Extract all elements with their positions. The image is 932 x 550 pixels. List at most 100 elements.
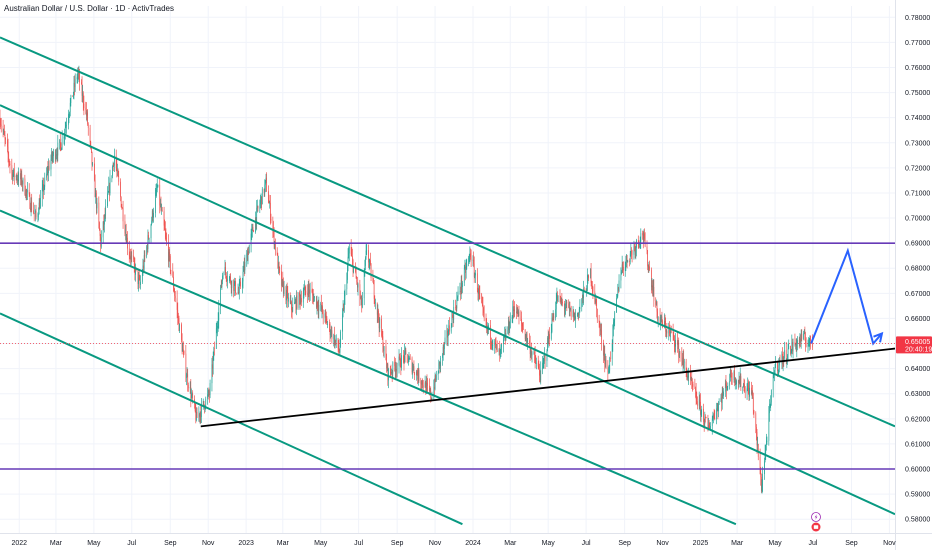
candle-body — [582, 295, 583, 300]
candle-body — [312, 295, 314, 302]
candle — [37, 212, 39, 223]
candle-body — [470, 256, 472, 261]
price-axis[interactable]: 0.780000.770000.760000.750000.740000.730… — [895, 0, 931, 550]
candle-body — [492, 345, 494, 346]
candle-body — [795, 343, 797, 349]
candle — [796, 338, 798, 358]
candle — [24, 174, 26, 196]
candle — [552, 310, 554, 321]
candle-body — [674, 343, 676, 347]
projection-path[interactable] — [810, 247, 883, 346]
candle — [107, 186, 108, 208]
candle — [694, 378, 696, 389]
candle-body — [196, 411, 197, 421]
candle-body — [251, 229, 253, 234]
candle-body — [289, 297, 291, 303]
candle-body — [396, 365, 398, 371]
candle-body — [456, 298, 458, 309]
candle-body — [668, 329, 670, 334]
candle — [217, 312, 219, 332]
candle-body — [596, 303, 598, 309]
price-tick-label: 0.62000 — [905, 416, 930, 423]
candle-body — [551, 317, 553, 332]
candle — [150, 223, 152, 244]
candle — [661, 311, 663, 327]
candle-body — [207, 391, 209, 395]
candle-body — [678, 352, 680, 357]
candle-body — [251, 227, 253, 230]
candle-body — [330, 330, 332, 335]
candle — [799, 333, 801, 347]
candle-body — [396, 368, 397, 371]
candle-body — [124, 221, 126, 234]
candle — [8, 151, 10, 168]
candle-body — [583, 288, 584, 298]
candle-body — [447, 334, 449, 338]
candle — [474, 272, 476, 279]
candle — [417, 363, 419, 386]
candle-body — [614, 312, 616, 321]
candle-body — [224, 267, 226, 275]
candle — [578, 312, 579, 321]
candle — [424, 375, 426, 388]
support-trendline[interactable] — [200, 347, 895, 428]
candle-body — [747, 385, 749, 389]
candle — [251, 223, 253, 241]
candle — [351, 247, 353, 257]
candle-body — [409, 358, 410, 359]
candle-body — [683, 357, 685, 363]
candle — [238, 286, 240, 295]
candle — [456, 291, 458, 312]
candle-body — [572, 310, 574, 317]
candle-body — [352, 256, 353, 260]
candle-body — [118, 176, 120, 182]
candle — [653, 279, 655, 307]
channel-line-1[interactable] — [0, 36, 895, 428]
candle — [209, 379, 211, 399]
candle-body — [477, 291, 479, 294]
candle — [677, 339, 679, 349]
candle — [107, 190, 109, 195]
candle-body — [435, 375, 437, 380]
candle — [721, 392, 722, 412]
candle — [30, 197, 32, 217]
candle — [683, 358, 685, 372]
candle-body — [575, 316, 576, 320]
candle — [608, 366, 609, 375]
candle — [60, 142, 62, 151]
candle-body — [404, 350, 405, 362]
candle — [386, 353, 387, 373]
calendar-event-icon[interactable] — [811, 522, 821, 532]
candle-body — [348, 253, 350, 257]
candle — [94, 157, 95, 182]
candle-body — [730, 370, 732, 377]
candle — [237, 283, 239, 295]
candle — [179, 323, 180, 333]
candle-body — [759, 456, 761, 475]
channel-line-4[interactable] — [0, 312, 463, 526]
lightning-icon[interactable] — [811, 512, 821, 522]
candle-body — [178, 318, 180, 331]
candle — [151, 208, 153, 224]
candle — [808, 337, 809, 347]
candle — [118, 170, 120, 186]
candle — [233, 279, 235, 298]
candle — [433, 379, 435, 401]
candle-body — [642, 233, 644, 236]
candle-body — [52, 156, 54, 159]
candle-body — [478, 288, 480, 294]
candle-body — [660, 316, 662, 321]
candle-body — [707, 417, 709, 428]
candle — [577, 311, 579, 319]
candle — [294, 297, 296, 304]
time-axis[interactable]: 2022 Mar May Jul Sep Nov 2023 Mar May Jul Sep Nov 20… — [0, 533, 932, 548]
channel-line-3[interactable] — [0, 209, 737, 526]
candle — [627, 259, 629, 263]
candle-body — [329, 324, 330, 325]
channel-line-2[interactable] — [0, 104, 895, 516]
candle-body — [146, 246, 148, 250]
candle — [716, 402, 717, 425]
candle-body — [22, 183, 23, 185]
